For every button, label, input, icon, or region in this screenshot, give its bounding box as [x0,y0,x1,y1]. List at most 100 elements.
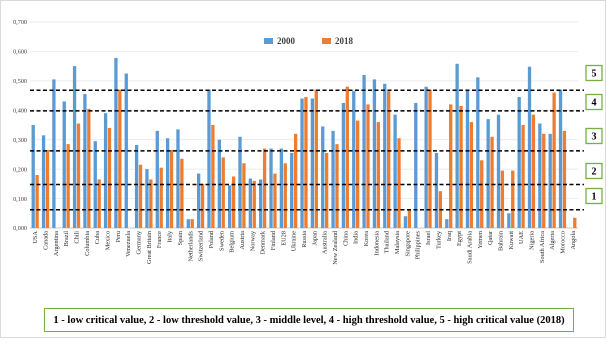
x-tick-label: Saudi Arabia [466,231,473,264]
bar-2000-malaysia [393,114,397,228]
bar-2000-south-africa [538,123,542,228]
bar-2018-switzerland [200,183,205,228]
x-tick-label: France [156,231,163,248]
bar-2018-poland [211,125,215,228]
bar-2018-new-zealand [335,144,339,228]
bar-2018-netherlands [190,219,194,228]
x-tick-label: Venezuela [125,231,132,257]
bar-2018-denmark [262,148,267,228]
bar-2018-norway [252,180,256,228]
x-tick-label: USA [32,231,39,244]
bar-2000-france [155,130,159,228]
x-tick-label: Brazil [63,231,70,247]
x-tick-label: Turkey [435,230,442,249]
bar-2000-kuwait [507,213,511,228]
bar-2018-finland [273,173,277,228]
x-tick-label: Italy [167,230,174,242]
bar-2018-brazil [66,144,70,228]
x-tick-label: Denmark [260,230,267,254]
x-tick-label: Poland [208,230,215,248]
bar-2018-egypt [459,105,463,228]
bar-2000-ukraine [290,152,294,228]
x-tick-label: Singapore [404,231,411,257]
threshold-note-text: 1 - low critical value, 2 - low threshol… [53,314,565,326]
x-tick-label: Australia [322,231,329,254]
threshold-note: 1 - low critical value, 2 - low threshol… [44,308,574,332]
bar-2018-singapore [407,210,412,228]
bar-2018-ukraine [293,133,298,228]
x-tick-label: Chili [74,231,81,244]
bar-2018-iraq [449,104,453,228]
bar-2000-philippines [414,102,418,228]
bar-2018-japan [314,89,318,228]
bar-2000-poland [207,89,211,228]
bar-2018-russia [304,97,308,229]
bar-2000-new-zealand [331,130,335,228]
threshold-box-label: 3 [592,132,597,143]
bar-2000-italy [165,138,170,228]
bar-2000-yemen [476,77,480,228]
threshold-box-4 [585,93,603,111]
bar-2000-australia [321,126,325,228]
legend-label: 2000 [277,36,296,46]
x-tick-label: Ukraine [291,231,298,251]
x-tick-label: Cuba [94,231,101,244]
x-tick-label: Morocco [559,231,566,254]
bar-2018-italy [169,150,174,228]
bar-2000-turkey [434,152,439,228]
bar-2000-uae [517,97,521,229]
bar-2000-algeria [548,133,552,228]
x-tick-label: EU28 [280,231,287,246]
x-tick-label: Angola [570,231,577,250]
bar-2000-denmark [259,179,263,228]
bar-2000-nigeria [527,66,532,228]
x-tick-label: Switzerland [198,230,205,261]
bar-2018-france [159,167,163,228]
bar-2018-thailand [387,91,391,229]
x-tick-label: Nigeria [528,231,535,250]
x-tick-label: Columbia [84,231,91,256]
bar-2000-netherlands [186,219,190,228]
bar-2018-kuwait [511,170,515,228]
x-tick-label: Great Britain [146,230,153,264]
x-tick-label: Argentina [53,231,60,256]
bar-2000-india [352,91,356,229]
bar-2000-egypt [455,63,459,228]
bar-2000-finland [269,148,273,228]
x-tick-label: Mexico [105,231,112,250]
x-tick-label: Sweden [218,230,225,251]
x-tick-label: India [353,231,360,244]
bar-2000-great-britain [145,169,149,228]
threshold-box-label: 5 [592,69,597,80]
bar-2018-columbia [87,108,91,228]
bar-2018-korea [366,104,370,228]
threshold-box-label: 1 [592,192,597,203]
bar-2018-chili [76,123,81,228]
bar-2018-usa [35,175,39,228]
bar-2000-argentina [52,79,56,228]
bar-2018-belgium [231,176,236,228]
bar-2000-indonesia [372,79,377,228]
y-tick-label: 0,500 [13,78,27,85]
y-tick-label: 0,000 [13,225,27,232]
bar-2000-usa [31,125,35,228]
threshold-box-3 [585,127,603,145]
x-tick-label: Philippines [415,230,422,259]
x-tick-label: Japan [311,230,318,245]
bar-2018-australia [324,152,329,228]
y-tick-label: 0,700 [13,19,27,26]
x-tick-label: Peru [115,230,122,242]
x-tick-label: Korea [363,231,370,247]
x-tick-label: Belgium [229,231,236,253]
bar-2018-eu28 [283,163,287,228]
bar-2018-india [355,120,360,228]
bar-2018-morocco [562,130,567,228]
bar-2018-peru [118,89,122,228]
x-tick-label: Spain [177,230,184,245]
bar-2000-venezuela [124,73,128,228]
bar-2000-qatar [486,119,490,228]
bar-2018-saudi-arabia [469,122,474,228]
x-tick-label: Qatar [487,230,494,245]
bar-2018-cuba [97,179,101,228]
